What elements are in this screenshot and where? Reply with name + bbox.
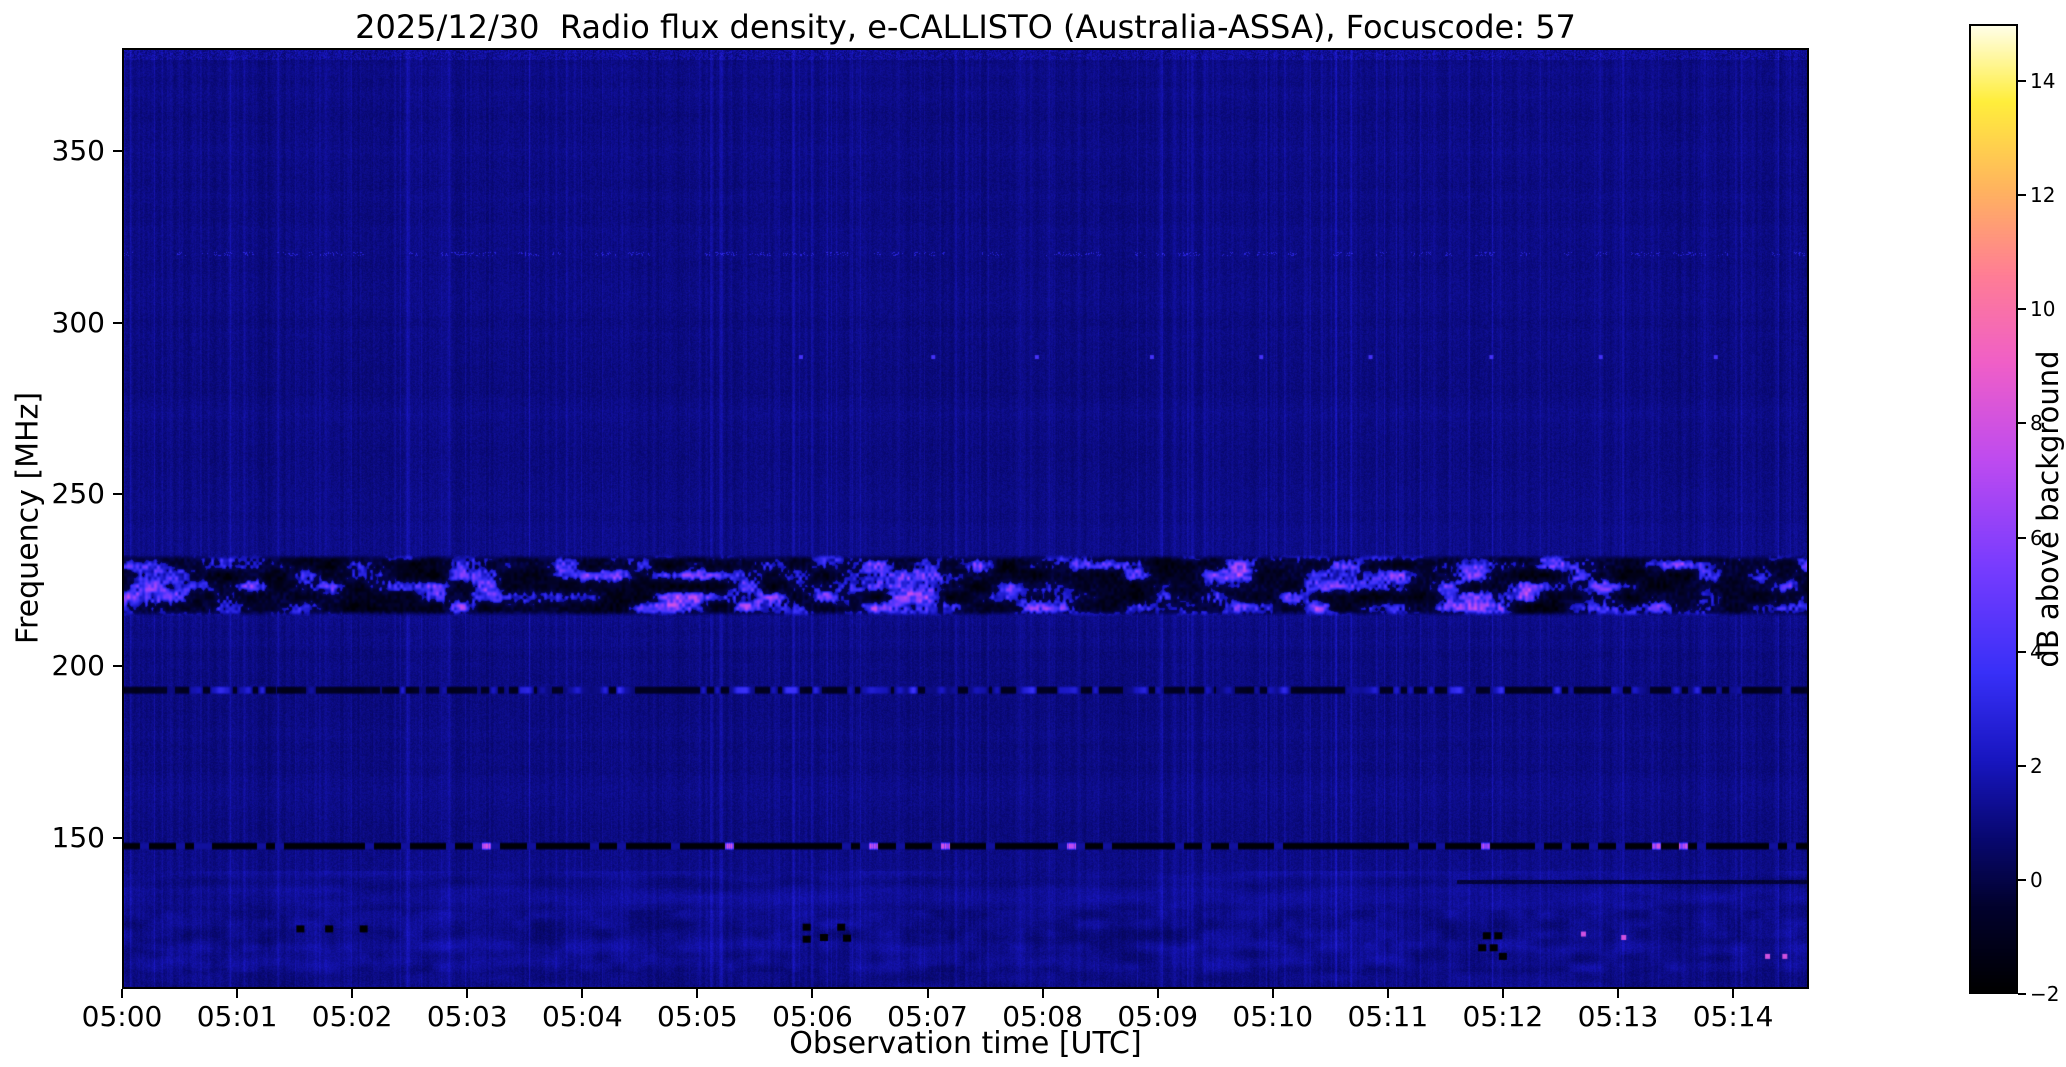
colorbar-canvas xyxy=(1969,24,2018,994)
x-tick-mark xyxy=(926,989,929,998)
y-tick-mark xyxy=(113,321,122,324)
x-tick-label: 05:07 xyxy=(887,1000,968,1033)
y-tick-label: 200 xyxy=(51,649,105,683)
x-tick-mark xyxy=(1616,989,1619,998)
colorbar-tick-mark xyxy=(2018,878,2026,881)
y-tick-mark xyxy=(113,493,122,496)
x-tick-label: 05:04 xyxy=(541,1000,623,1033)
y-tick-mark xyxy=(113,836,122,839)
x-tick-mark xyxy=(1041,989,1044,998)
x-tick-label: 05:02 xyxy=(311,1000,393,1033)
x-tick-label: 05:14 xyxy=(1692,1000,1774,1033)
colorbar-tick-mark xyxy=(2018,80,2026,83)
colorbar-tick-label: 4 xyxy=(2030,639,2043,664)
x-tick-label: 05:13 xyxy=(1577,1000,1659,1033)
y-tick-label: 250 xyxy=(51,477,105,511)
y-tick-label: 150 xyxy=(51,820,105,854)
x-tick-mark xyxy=(1386,989,1389,998)
colorbar-tick-label: 10 xyxy=(2030,297,2056,322)
y-tick-mark xyxy=(113,665,122,668)
colorbar-tick-mark xyxy=(2018,993,2026,995)
x-tick-mark xyxy=(1501,989,1504,998)
colorbar-tick-label: 8 xyxy=(2030,411,2043,436)
y-tick-label: 300 xyxy=(51,305,105,339)
y-axis-label: Frequency [MHz] xyxy=(10,391,46,645)
y-tick-mark xyxy=(113,150,122,153)
chart-title: 2025/12/30 Radio flux density, e-CALLIST… xyxy=(355,8,1576,46)
colorbar-tick-mark xyxy=(2018,536,2026,539)
colorbar-label: dB above background xyxy=(2031,350,2065,668)
x-tick-label: 05:01 xyxy=(196,1000,278,1033)
x-tick-label: 05:09 xyxy=(1117,1000,1199,1033)
colorbar-tick-mark xyxy=(2018,764,2026,767)
colorbar-tick-label: 6 xyxy=(2030,525,2043,550)
colorbar-tick-label: 12 xyxy=(2030,183,2056,208)
colorbar-tick-mark xyxy=(2018,422,2026,425)
x-tick-mark xyxy=(121,989,123,998)
colorbar-tick-label: 2 xyxy=(2030,753,2043,778)
x-tick-mark xyxy=(1271,989,1274,998)
colorbar-tick-label: −2 xyxy=(2030,982,2060,1006)
colorbar-tick-mark xyxy=(2018,194,2026,197)
x-tick-mark xyxy=(236,989,239,998)
x-tick-label: 05:11 xyxy=(1347,1000,1429,1033)
x-tick-label: 05:10 xyxy=(1232,1000,1314,1033)
x-tick-label: 05:06 xyxy=(772,1000,853,1033)
x-tick-mark xyxy=(466,989,469,998)
colorbar-tick-mark xyxy=(2018,308,2026,311)
x-tick-mark xyxy=(696,989,699,998)
colorbar-tick-label: 14 xyxy=(2030,69,2056,94)
x-tick-label: 05:08 xyxy=(1002,1000,1083,1033)
spectrogram-canvas xyxy=(122,48,1809,989)
x-tick-mark xyxy=(1156,989,1159,998)
x-tick-label: 05:03 xyxy=(426,1000,508,1033)
x-tick-label: 05:00 xyxy=(81,1000,163,1033)
colorbar-tick-label: 0 xyxy=(2030,867,2043,892)
x-tick-mark xyxy=(351,989,354,998)
x-axis-label: Observation time [UTC] xyxy=(789,1026,1142,1061)
x-tick-label: 05:12 xyxy=(1462,1000,1544,1033)
x-tick-mark xyxy=(581,989,584,998)
x-tick-mark xyxy=(811,989,814,998)
colorbar-tick-mark xyxy=(2018,650,2026,653)
y-tick-label: 350 xyxy=(51,134,105,168)
x-tick-label: 05:05 xyxy=(657,1000,738,1033)
x-tick-mark xyxy=(1732,989,1735,998)
